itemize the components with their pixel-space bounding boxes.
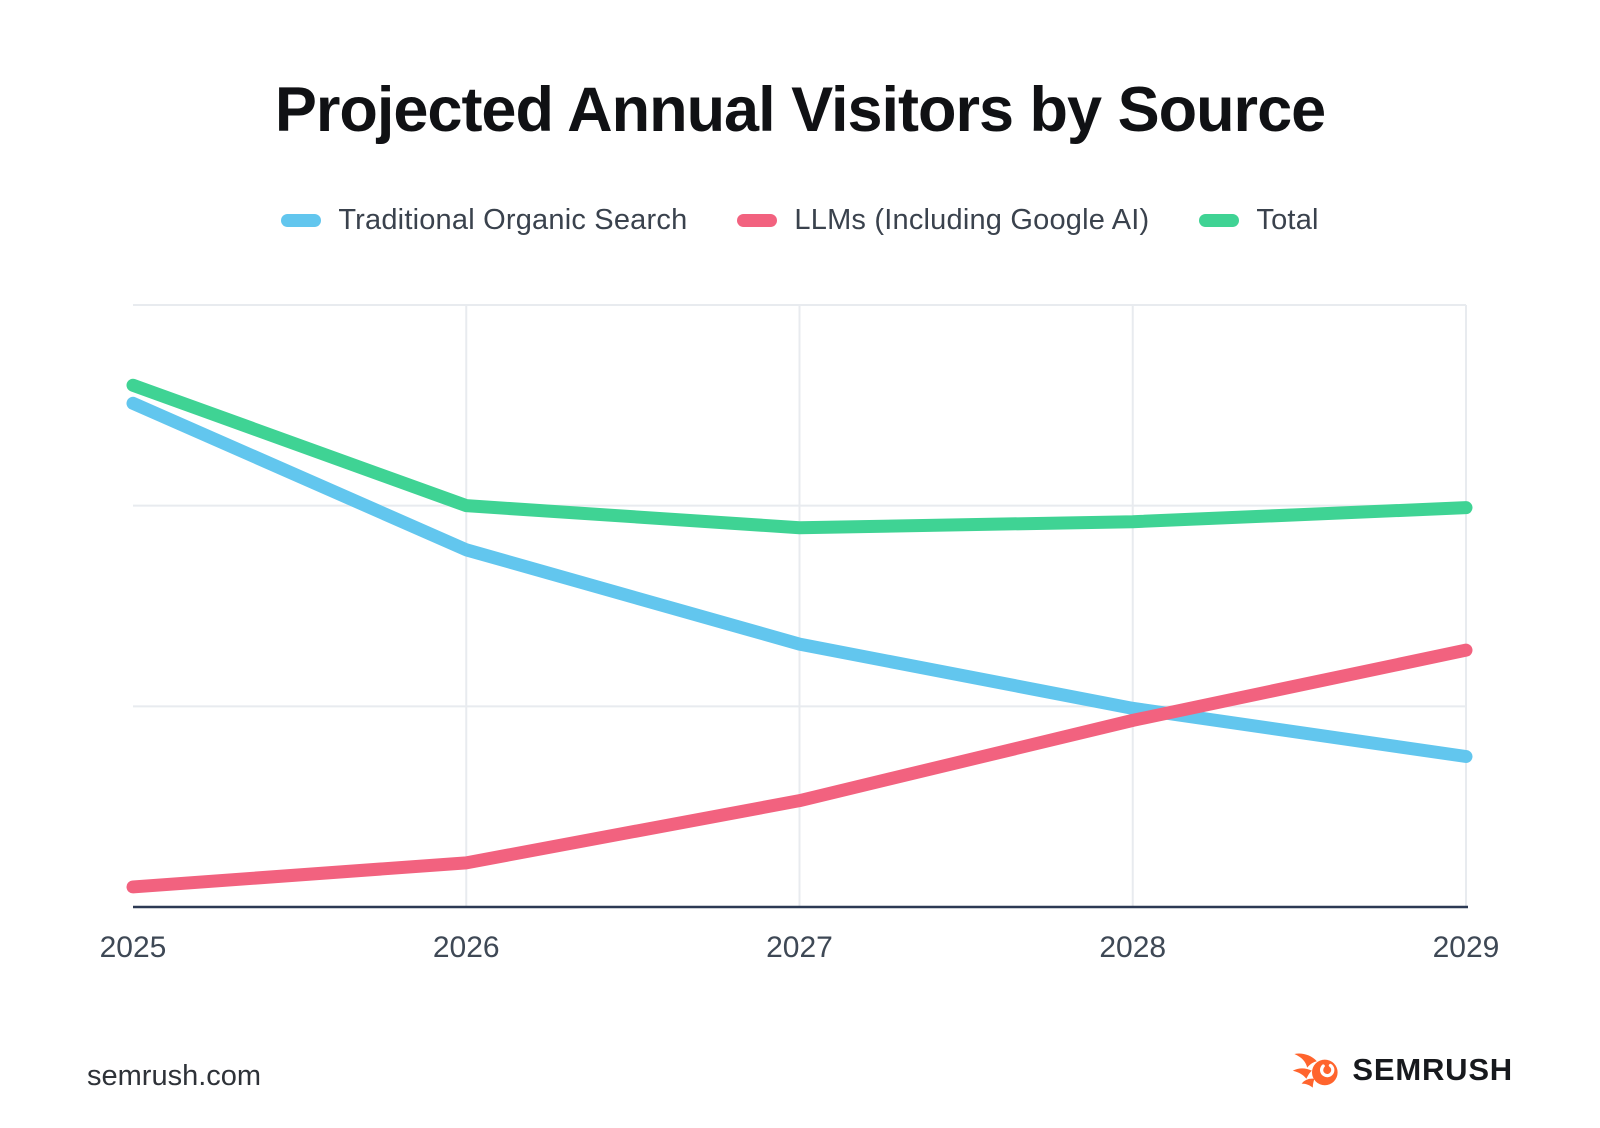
x-tick-label: 2026: [433, 931, 500, 964]
legend-item-traditional-organic-search: Traditional Organic Search: [281, 204, 687, 237]
x-tick-label: 2027: [766, 931, 833, 964]
x-tick-label: 2025: [100, 931, 167, 964]
x-tick-label: 2028: [1099, 931, 1166, 964]
chart-title: Projected Annual Visitors by Source: [274, 75, 1326, 145]
legend-label: Traditional Organic Search: [338, 204, 688, 236]
series-line-traditional-organic-search: [126, 396, 1473, 763]
legend-label: Total: [1256, 204, 1319, 236]
legend-label: LLMs (Including Google AI): [794, 204, 1150, 236]
legend-item-total: Total: [1199, 204, 1318, 237]
legend-marker-llms: [737, 214, 778, 227]
semrush-flame-icon: [1293, 1053, 1338, 1088]
legend-item-llms: LLMs (Including Google AI): [737, 204, 1149, 237]
source-url: semrush.com: [87, 1060, 262, 1092]
chart-legend: Traditional Organic Search LLMs (Includi…: [0, 204, 1600, 237]
x-tick-label: 2029: [1433, 931, 1500, 964]
semrush-logo: SEMRUSH: [1292, 1052, 1513, 1088]
series-line-llms-including-google-ai: [126, 643, 1473, 894]
brand-wordmark: SEMRUSH: [1352, 1052, 1513, 1087]
series-line-total: [126, 378, 1473, 535]
legend-marker-total: [1199, 214, 1240, 227]
legend-marker-traditional-organic-search: [281, 214, 322, 227]
